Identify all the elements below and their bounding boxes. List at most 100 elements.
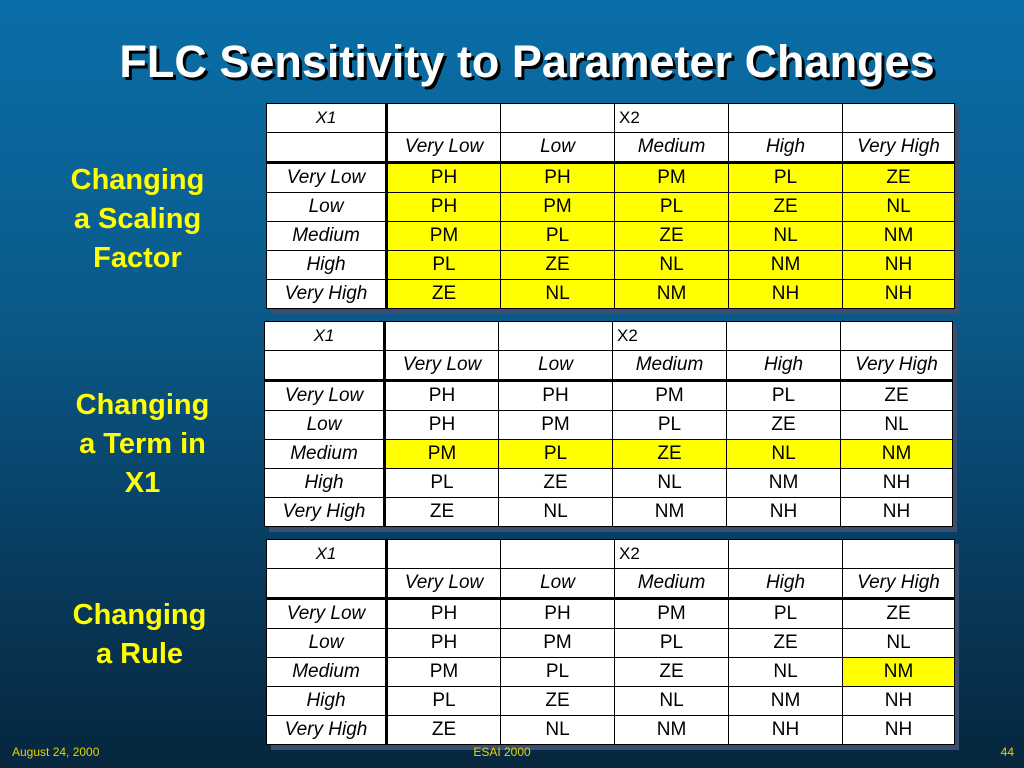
rule-cell: PH bbox=[500, 162, 615, 193]
rule-cell: NL bbox=[614, 250, 729, 280]
header-blank-cell bbox=[728, 539, 843, 569]
header-blank-cell bbox=[386, 103, 501, 133]
x2-term-header: Medium bbox=[612, 350, 727, 382]
rule-cell: ZE bbox=[726, 410, 841, 440]
x2-header: X2 bbox=[614, 103, 729, 133]
rule-cell: NM bbox=[728, 686, 843, 716]
table-row: Very High ZE NL NM NH NH bbox=[266, 715, 955, 745]
x2-term-header: Medium bbox=[614, 568, 729, 600]
panel-label: Changing a Rule bbox=[72, 599, 207, 670]
rule-cell: ZE bbox=[728, 628, 843, 658]
footer-date: August 24, 2000 bbox=[12, 745, 100, 759]
x2-terms-row: Very Low Low Medium High Very High bbox=[264, 350, 953, 382]
rule-cell: PH bbox=[386, 162, 501, 193]
x1-term-header: Very High bbox=[264, 497, 386, 527]
header-row: X1 X2 bbox=[266, 103, 955, 133]
x2-terms-row: Very Low Low Medium High Very High bbox=[266, 132, 955, 164]
x1-term-header: Low bbox=[264, 410, 386, 440]
header-blank-cell bbox=[498, 321, 613, 351]
header-row: X1 X2 bbox=[264, 321, 953, 351]
rule-cell: ZE bbox=[612, 439, 727, 469]
panel-label: Changing a Term in X1 bbox=[75, 389, 210, 499]
x2-header: X2 bbox=[614, 539, 729, 569]
x1-header: X1 bbox=[266, 103, 388, 133]
header-blank-cell bbox=[728, 103, 843, 133]
header-blank-cell bbox=[840, 321, 953, 351]
x2-term-header: High bbox=[728, 132, 843, 164]
table-row: Very Low PH PH PM PL ZE bbox=[264, 380, 953, 411]
rule-cell: NM bbox=[842, 657, 955, 687]
header-blank-cell bbox=[500, 103, 615, 133]
table-row: High PL ZE NL NM NH bbox=[264, 468, 953, 498]
rule-cell: ZE bbox=[498, 468, 613, 498]
table-row: Very Low PH PH PM PL ZE bbox=[266, 598, 955, 629]
table-row: Low PH PM PL ZE NL bbox=[266, 628, 955, 658]
rule-cell: PL bbox=[614, 192, 729, 222]
table-row: Medium PM PL ZE NL NM bbox=[266, 221, 955, 251]
rule-cell: NL bbox=[842, 192, 955, 222]
rule-cell: NL bbox=[840, 410, 953, 440]
x2-term-header: Low bbox=[500, 132, 615, 164]
x1-term-header: High bbox=[266, 250, 388, 280]
header-blank-cell bbox=[500, 539, 615, 569]
table-row: Medium PM PL ZE NL NM bbox=[266, 657, 955, 687]
rule-cell: NL bbox=[614, 686, 729, 716]
rule-cell: PH bbox=[386, 598, 501, 629]
rule-cell: NH bbox=[840, 468, 953, 498]
rule-cell: NL bbox=[612, 468, 727, 498]
rule-cell: PH bbox=[386, 192, 501, 222]
rule-cell: NL bbox=[726, 439, 841, 469]
rule-cell: NH bbox=[726, 497, 841, 527]
header-blank-cell bbox=[384, 321, 499, 351]
rule-cell: ZE bbox=[728, 192, 843, 222]
rule-cell: PM bbox=[498, 410, 613, 440]
x1-term-header: Medium bbox=[266, 221, 388, 251]
rule-cell: PH bbox=[498, 380, 613, 411]
table-row: High PL ZE NL NM NH bbox=[266, 250, 955, 280]
rule-cell: NH bbox=[842, 715, 955, 745]
rule-cell: NM bbox=[726, 468, 841, 498]
rule-cell: PM bbox=[500, 192, 615, 222]
rule-cell: PL bbox=[386, 250, 501, 280]
rule-cell: PL bbox=[728, 598, 843, 629]
corner-cell bbox=[264, 350, 386, 382]
panel-label: Changing a Scaling Factor bbox=[70, 164, 205, 274]
rule-cell: NL bbox=[728, 221, 843, 251]
rule-cell: ZE bbox=[500, 250, 615, 280]
header-blank-cell bbox=[726, 321, 841, 351]
x2-term-header: Low bbox=[500, 568, 615, 600]
x2-term-header: Very High bbox=[842, 132, 955, 164]
x2-header: X2 bbox=[612, 321, 727, 351]
x1-term-header: Very Low bbox=[266, 598, 388, 629]
rule-cell: NM bbox=[612, 497, 727, 527]
rule-cell: NM bbox=[840, 439, 953, 469]
rule-cell: PL bbox=[384, 468, 499, 498]
rule-cell: PH bbox=[384, 410, 499, 440]
header-row: X1 X2 bbox=[266, 539, 955, 569]
x1-term-header: Very High bbox=[266, 279, 388, 309]
rule-cell: PL bbox=[500, 221, 615, 251]
header-blank-cell bbox=[386, 539, 501, 569]
rule-cell: NH bbox=[842, 250, 955, 280]
rule-cell: ZE bbox=[384, 497, 499, 527]
x1-term-header: Low bbox=[266, 628, 388, 658]
x2-terms-row: Very Low Low Medium High Very High bbox=[266, 568, 955, 600]
rule-cell: PL bbox=[614, 628, 729, 658]
x1-term-header: Very High bbox=[266, 715, 388, 745]
corner-cell bbox=[266, 568, 388, 600]
slide-title: FLC Sensitivity to Parameter Changes bbox=[119, 36, 935, 87]
rule-cell: PM bbox=[612, 380, 727, 411]
footer-event: ESAI 2000 bbox=[473, 745, 531, 759]
rule-cell: NL bbox=[500, 279, 615, 309]
footer-page-number: 44 bbox=[1000, 745, 1014, 759]
rule-cell: NL bbox=[498, 497, 613, 527]
table-row: Very High ZE NL NM NH NH bbox=[266, 279, 955, 309]
rule-cell: PM bbox=[384, 439, 499, 469]
rule-table: X1 X2 Very Low Low Medium High Very High Very L… bbox=[266, 539, 955, 745]
table-row: Very High ZE NL NM NH NH bbox=[264, 497, 953, 527]
x1-term-header: Very Low bbox=[264, 380, 386, 411]
rule-cell: NM bbox=[614, 715, 729, 745]
header-blank-cell bbox=[842, 103, 955, 133]
x2-term-header: Very Low bbox=[386, 132, 501, 164]
rule-cell: ZE bbox=[614, 657, 729, 687]
